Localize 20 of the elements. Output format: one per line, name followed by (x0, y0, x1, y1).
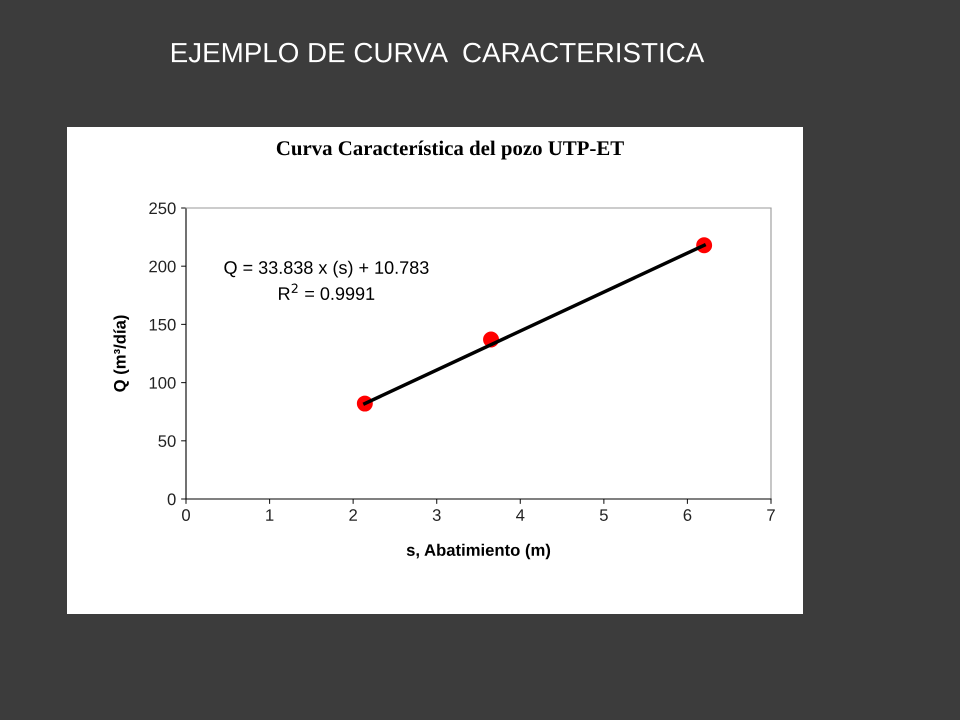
annotation: Q = 33.838 x (s) + 10.783 (224, 260, 428, 278)
chart-subtitle: Curva Característica del pozo UTP-ET (276, 140, 624, 160)
y-tick-label: 50 (158, 435, 176, 448)
y-axis-title: Q (m³/día) (113, 315, 130, 392)
x-tick-label: 7 (767, 509, 775, 521)
y-tick-label: 250 (149, 202, 176, 214)
x-tick-label: 1 (266, 509, 274, 521)
y-tick-label: 200 (149, 260, 176, 272)
y-tick-label: 100 (150, 377, 176, 389)
x-tick-label: 2 (349, 509, 357, 521)
x-tick-label: 3 (432, 509, 441, 521)
y-tick-label: 150 (150, 318, 176, 331)
x-tick-label: 5 (600, 509, 608, 521)
x-tick-label: 4 (516, 509, 524, 521)
chart-title: EJEMPLO DE CURVA CARACTERISTICA (172, 42, 704, 62)
y-tick-label: 0 (168, 493, 176, 506)
x-axis-title: s, Abatimiento (m) (406, 544, 550, 560)
annotation: R$^{2}$ = 0.9991 (279, 284, 374, 300)
x-tick-label: 0 (182, 509, 190, 521)
x-tick-label: 6 (684, 509, 692, 521)
